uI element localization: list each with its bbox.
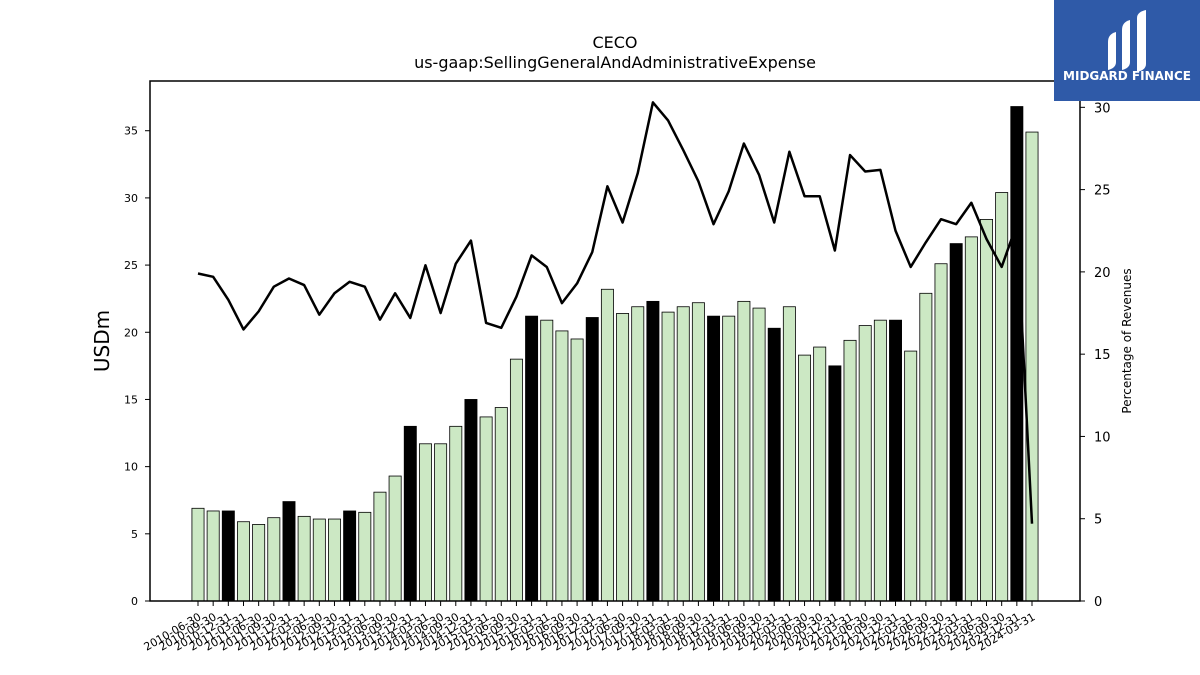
bar bbox=[1010, 106, 1024, 602]
bar bbox=[312, 518, 326, 602]
bar bbox=[267, 517, 281, 602]
y-tick-label: 25 bbox=[124, 259, 138, 272]
bar bbox=[585, 317, 599, 602]
bar bbox=[980, 218, 993, 602]
bar bbox=[858, 325, 872, 602]
bar bbox=[691, 302, 705, 602]
bar bbox=[418, 443, 432, 602]
bar bbox=[570, 338, 584, 602]
chart-title: CECO bbox=[592, 33, 637, 52]
bar bbox=[221, 510, 235, 602]
bar bbox=[1025, 131, 1039, 602]
y2-tick-label: 25 bbox=[1094, 184, 1111, 199]
bar bbox=[964, 236, 978, 602]
bar bbox=[388, 475, 402, 602]
bar bbox=[434, 443, 448, 602]
bar bbox=[752, 307, 766, 602]
series-line bbox=[197, 101, 1034, 524]
bar bbox=[646, 300, 660, 602]
bar bbox=[373, 491, 387, 602]
bar bbox=[449, 425, 463, 602]
y2-tick-label: 10 bbox=[1094, 430, 1111, 445]
bar bbox=[889, 319, 902, 602]
brand-name: MIDGARD FINANCE bbox=[1063, 69, 1191, 83]
y2-tick-label: 15 bbox=[1094, 348, 1111, 363]
bar bbox=[237, 521, 250, 602]
y-tick-label: 0 bbox=[131, 595, 138, 608]
y2-tick-label: 5 bbox=[1094, 513, 1102, 528]
y2-tick-label: 30 bbox=[1094, 101, 1111, 116]
bar bbox=[464, 399, 478, 602]
bar bbox=[540, 319, 554, 602]
bar bbox=[479, 416, 493, 602]
bars-layer bbox=[191, 106, 1039, 602]
bar bbox=[206, 510, 220, 602]
bar bbox=[767, 327, 781, 602]
brand-logo: MIDGARD FINANCE bbox=[1054, 0, 1200, 101]
plot-frame bbox=[149, 80, 1081, 602]
bar bbox=[798, 354, 812, 602]
bar bbox=[191, 507, 205, 602]
bar bbox=[525, 315, 539, 602]
bar bbox=[282, 501, 296, 602]
bar bbox=[782, 306, 796, 602]
chart-subtitle: us-gaap:SellingGeneralAndAdministrativeE… bbox=[414, 53, 816, 72]
y2-tick-label: 0 bbox=[1094, 595, 1102, 610]
x-axis-ticks: 2010-06-302010-09-302010-12-312011-03-31… bbox=[142, 601, 1038, 654]
y-tick-label: 15 bbox=[124, 393, 138, 406]
bar bbox=[813, 346, 827, 602]
bar bbox=[919, 292, 933, 602]
y-tick-label: 10 bbox=[124, 461, 138, 474]
bar bbox=[843, 339, 857, 602]
bar bbox=[722, 315, 736, 602]
bar bbox=[873, 319, 887, 602]
left-axis-ticks: 0 5 10 15 20 25 30 35 bbox=[124, 125, 150, 608]
bar bbox=[328, 518, 341, 602]
y-tick-label: 30 bbox=[124, 192, 138, 205]
brand-mark-icon bbox=[1108, 10, 1146, 72]
bar bbox=[509, 358, 523, 602]
y-axis-label-left: USDm bbox=[90, 310, 114, 372]
y-tick-label: 20 bbox=[124, 326, 138, 339]
bar bbox=[707, 315, 721, 602]
bar bbox=[904, 350, 918, 602]
bar bbox=[676, 306, 690, 602]
bar bbox=[494, 407, 508, 602]
bar bbox=[737, 300, 751, 602]
bar bbox=[934, 263, 948, 602]
bar bbox=[297, 515, 311, 602]
bar bbox=[600, 288, 614, 602]
bar bbox=[661, 311, 675, 602]
bar bbox=[343, 510, 357, 602]
bar bbox=[358, 511, 372, 602]
y-tick-label: 5 bbox=[131, 528, 138, 541]
bar bbox=[555, 330, 569, 602]
y-axis-label-right: Percentage of Revenues bbox=[1120, 268, 1134, 413]
bar bbox=[403, 425, 417, 602]
bar bbox=[631, 306, 645, 602]
y-tick-label: 35 bbox=[124, 125, 138, 138]
bar bbox=[828, 365, 842, 602]
bar bbox=[949, 243, 963, 602]
line-layer bbox=[197, 101, 1034, 524]
y2-tick-label: 20 bbox=[1094, 266, 1111, 281]
right-axis-ticks: 0 5 10 15 20 25 30 bbox=[1080, 101, 1111, 610]
bar bbox=[616, 313, 630, 602]
bar bbox=[252, 524, 266, 602]
